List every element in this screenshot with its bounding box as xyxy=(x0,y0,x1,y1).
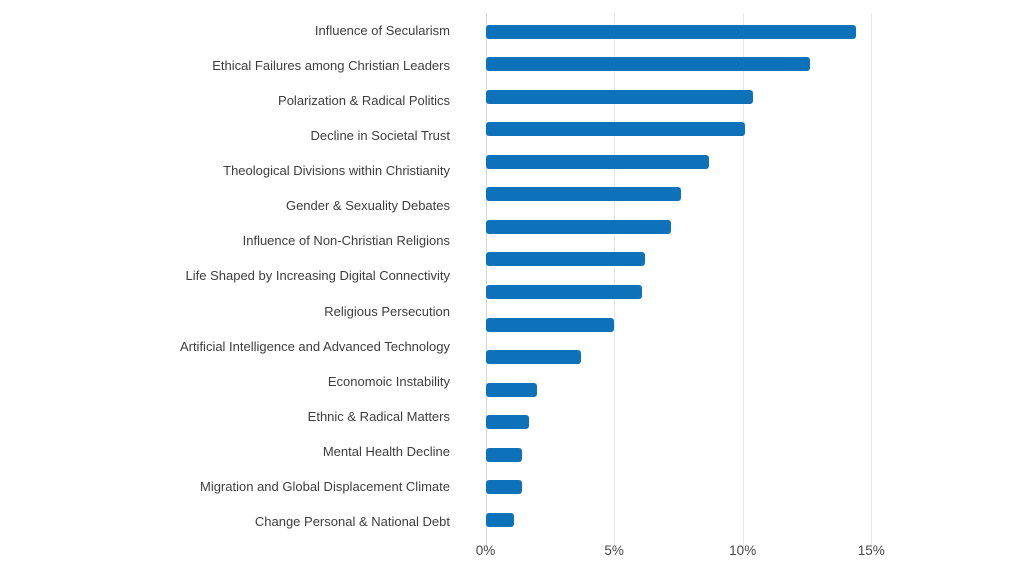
bar xyxy=(485,415,530,430)
bar xyxy=(485,285,643,300)
x-axis-tick-label: 5% xyxy=(604,543,624,558)
category-label: Change Personal & National Debt xyxy=(254,513,450,529)
bar xyxy=(485,512,514,527)
category-label: Polarization & Radical Politics xyxy=(278,93,450,109)
bar xyxy=(485,219,671,234)
category-label: Influence of Secularism xyxy=(314,23,450,38)
category-label: Gender & Sexuality Debates xyxy=(285,198,450,214)
bar xyxy=(485,154,710,169)
bar xyxy=(485,89,753,104)
bar xyxy=(485,122,746,137)
bar xyxy=(485,24,856,39)
category-label: Artificial Intelligence and Advanced Tec… xyxy=(179,338,450,354)
gridline xyxy=(742,13,744,548)
x-axis-tick-label: 10% xyxy=(729,543,757,558)
gridline xyxy=(614,13,616,548)
x-axis-tick-label: 0% xyxy=(475,543,496,558)
bar xyxy=(485,187,681,202)
category-label: Theological Divisions within Christianit… xyxy=(223,163,450,179)
category-label: Ethnic & Radical Matters xyxy=(307,408,450,424)
category-label: Decline in Societal Trust xyxy=(310,128,450,144)
category-label: Religious Persecution xyxy=(324,303,450,319)
category-label: Ethical Failures among Christian Leaders xyxy=(212,58,450,74)
bar xyxy=(485,382,537,397)
category-label: Influence of Non-Christian Religions xyxy=(242,233,450,249)
gridline xyxy=(871,13,873,548)
y-axis-line xyxy=(485,13,487,548)
bar xyxy=(485,252,645,267)
bar xyxy=(485,447,522,462)
x-axis: 0% 5% 10% 15% xyxy=(0,543,1024,565)
category-label: Mental Health Decline xyxy=(322,443,450,459)
bar xyxy=(485,57,810,72)
category-label: Migration and Global Displacement Climat… xyxy=(199,478,450,494)
bar xyxy=(485,350,581,365)
plot-area xyxy=(485,13,1018,548)
category-label: Life Shaped by Increasing Digital Connec… xyxy=(185,268,450,284)
x-axis-tick-label: 15% xyxy=(857,543,885,558)
bar xyxy=(485,480,522,495)
bar xyxy=(485,317,615,332)
category-label-column: Influence of Secularism Ethical Failures … xyxy=(0,0,450,569)
category-label: Economoic Instability xyxy=(327,373,450,389)
